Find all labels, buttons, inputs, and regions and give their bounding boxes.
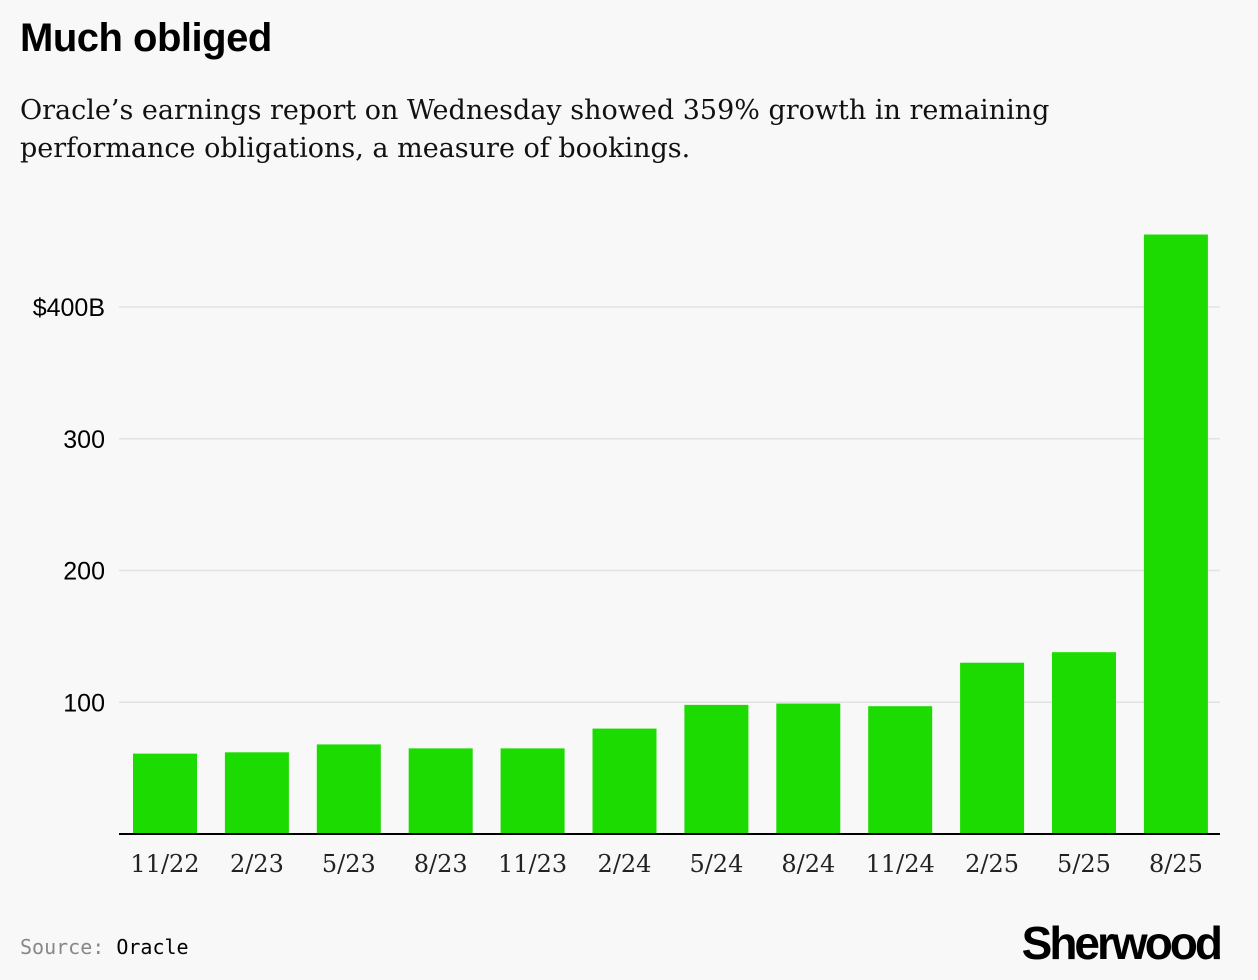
x-tick-label: 11/22 bbox=[130, 850, 199, 878]
x-tick-label: 5/24 bbox=[689, 850, 743, 878]
source-note: Source: Oracle bbox=[20, 935, 189, 959]
x-tick-label: 5/23 bbox=[322, 850, 376, 878]
x-tick-label: 8/24 bbox=[781, 850, 835, 878]
brand-logo: Sherwood bbox=[1021, 917, 1223, 969]
bar bbox=[408, 748, 473, 834]
x-tick-label: 2/25 bbox=[965, 850, 1019, 878]
y-tick-label: $400B bbox=[33, 294, 105, 322]
x-tick-label: 2/23 bbox=[230, 850, 284, 878]
bar bbox=[1143, 234, 1208, 835]
bar bbox=[592, 728, 657, 834]
x-tick-label: 8/25 bbox=[1149, 850, 1203, 878]
chart-subtitle: Oracle’s earnings report on Wednesday sh… bbox=[20, 95, 1050, 164]
bar bbox=[224, 752, 289, 834]
x-tick-label: 11/24 bbox=[866, 850, 935, 878]
x-tick-label: 2/24 bbox=[598, 850, 652, 878]
bar bbox=[776, 703, 841, 834]
bar bbox=[1052, 652, 1116, 834]
source-label: Source: bbox=[20, 935, 105, 959]
bar bbox=[316, 744, 381, 834]
bar bbox=[500, 748, 565, 834]
bar bbox=[684, 704, 749, 834]
bar bbox=[868, 706, 933, 834]
bar bbox=[133, 753, 197, 834]
bar bbox=[960, 662, 1025, 834]
y-tick-label: 100 bbox=[63, 689, 105, 717]
chart-title: Much obliged bbox=[20, 16, 272, 60]
x-tick-label: 5/25 bbox=[1057, 850, 1111, 878]
y-tick-label: 200 bbox=[63, 558, 105, 586]
x-tick-label: 8/23 bbox=[414, 850, 468, 878]
x-tick-label: 11/23 bbox=[498, 850, 567, 878]
source-value: Oracle bbox=[116, 935, 189, 959]
y-tick-label: 300 bbox=[63, 426, 105, 454]
